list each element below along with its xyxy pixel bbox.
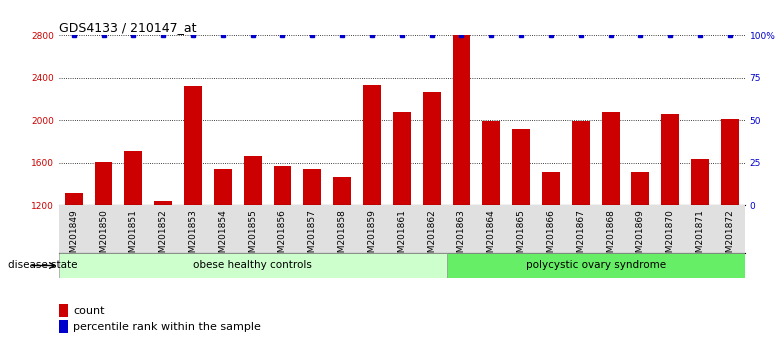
Bar: [601, 112, 619, 333]
Bar: [661, 114, 679, 333]
Bar: [59, 253, 447, 278]
Text: obese healthy controls: obese healthy controls: [193, 261, 312, 270]
Bar: [393, 112, 411, 333]
Text: GSM201853: GSM201853: [188, 209, 198, 264]
Text: GSM201849: GSM201849: [69, 209, 78, 264]
Bar: [363, 85, 381, 333]
Text: GSM201856: GSM201856: [278, 209, 287, 264]
Text: GSM201855: GSM201855: [249, 209, 257, 264]
Bar: [333, 177, 351, 333]
Bar: [721, 119, 739, 333]
Bar: [244, 156, 262, 333]
Text: GSM201854: GSM201854: [218, 209, 227, 264]
Bar: [691, 159, 709, 333]
Text: GSM201851: GSM201851: [129, 209, 138, 264]
Bar: [631, 172, 649, 333]
Text: GSM201861: GSM201861: [397, 209, 406, 264]
Bar: [303, 169, 321, 333]
Bar: [154, 201, 172, 333]
Text: GSM201869: GSM201869: [636, 209, 645, 264]
Text: GSM201850: GSM201850: [99, 209, 108, 264]
Text: GSM201852: GSM201852: [158, 209, 168, 264]
Bar: [452, 35, 470, 333]
Text: GSM201858: GSM201858: [338, 209, 347, 264]
Text: polycystic ovary syndrome: polycystic ovary syndrome: [525, 261, 666, 270]
Text: GSM201866: GSM201866: [546, 209, 555, 264]
Bar: [95, 162, 112, 333]
Text: GDS4133 / 210147_at: GDS4133 / 210147_at: [59, 21, 196, 34]
Text: GSM201867: GSM201867: [576, 209, 586, 264]
Bar: [125, 151, 143, 333]
Bar: [423, 92, 441, 333]
Bar: [184, 86, 202, 333]
Text: GSM201868: GSM201868: [606, 209, 615, 264]
Text: GSM201857: GSM201857: [308, 209, 317, 264]
Text: GSM201863: GSM201863: [457, 209, 466, 264]
Bar: [447, 253, 745, 278]
Text: GSM201859: GSM201859: [368, 209, 376, 264]
Text: disease state: disease state: [8, 261, 78, 270]
Bar: [542, 172, 560, 333]
Text: GSM201872: GSM201872: [725, 209, 735, 264]
Text: GSM201865: GSM201865: [517, 209, 525, 264]
Text: GSM201871: GSM201871: [695, 209, 705, 264]
Text: GSM201862: GSM201862: [427, 209, 436, 264]
Text: GSM201864: GSM201864: [487, 209, 495, 264]
Bar: [65, 193, 82, 333]
Bar: [214, 169, 232, 333]
Text: percentile rank within the sample: percentile rank within the sample: [73, 322, 261, 332]
Bar: [572, 121, 590, 333]
Text: count: count: [73, 306, 104, 316]
Bar: [274, 166, 292, 333]
Text: GSM201870: GSM201870: [666, 209, 675, 264]
Bar: [482, 121, 500, 333]
Bar: [512, 129, 530, 333]
